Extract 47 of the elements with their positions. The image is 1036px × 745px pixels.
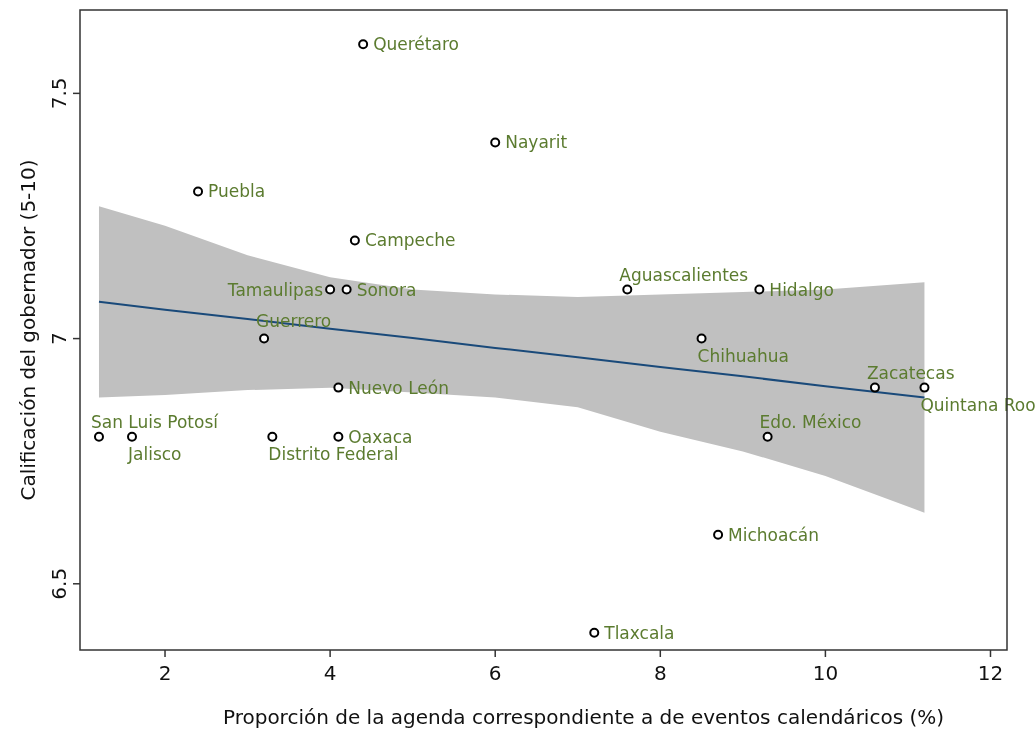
- point: [349, 235, 360, 246]
- x-tick-label: 8: [653, 661, 667, 685]
- point: [267, 431, 278, 442]
- x-tick-label: 2: [158, 661, 172, 685]
- x-axis-title: Proporción de la agenda correspondiente a de eventos calendáricos (%): [222, 705, 945, 729]
- x-tick-label: 10: [812, 661, 839, 685]
- point: [358, 39, 369, 50]
- data-label: Querétaro: [373, 34, 459, 55]
- point: [193, 186, 204, 197]
- x-tick-label: 12: [977, 661, 1004, 685]
- data-label: Puebla: [208, 181, 266, 202]
- point: [589, 627, 600, 638]
- data-label: Tlaxcala: [603, 622, 675, 643]
- data-label: Nayarit: [505, 132, 568, 153]
- data-label: Chihuahua: [697, 345, 789, 366]
- x-tick-label: 4: [323, 661, 337, 685]
- point: [713, 529, 724, 540]
- point: [93, 431, 104, 442]
- y-tick-label: 7: [47, 332, 71, 345]
- point: [754, 284, 765, 295]
- point: [127, 431, 137, 442]
- point: [919, 382, 930, 393]
- point: [341, 284, 352, 295]
- x-tick-label: 6: [488, 661, 502, 685]
- point: [869, 382, 880, 393]
- data-label: Michoacán: [728, 524, 819, 545]
- y-tick-label: 6.5: [47, 567, 71, 600]
- data-label: Sonora: [356, 279, 417, 300]
- point: [333, 431, 344, 442]
- data-label: Jalisco: [127, 443, 182, 464]
- y-axis-title: Calificación del gobernador (5-10): [16, 159, 40, 501]
- data-label: Campeche: [364, 230, 456, 251]
- point: [333, 382, 344, 393]
- point: [762, 431, 773, 442]
- data-label: Tamaulipas: [226, 279, 324, 300]
- point: [490, 137, 501, 148]
- y-tick-label: 7.5: [47, 77, 71, 110]
- point: [259, 333, 270, 344]
- point: [696, 333, 707, 344]
- data-label: Edo. México: [759, 411, 862, 432]
- data-label: Hidalgo: [769, 279, 834, 300]
- data-label: San Luis Potosí: [90, 411, 220, 432]
- point: [325, 284, 336, 295]
- data-label: Aguascalientes: [619, 264, 749, 285]
- data-label: Zacatecas: [866, 362, 955, 383]
- data-label: Nuevo León: [348, 377, 449, 398]
- point: [622, 284, 633, 295]
